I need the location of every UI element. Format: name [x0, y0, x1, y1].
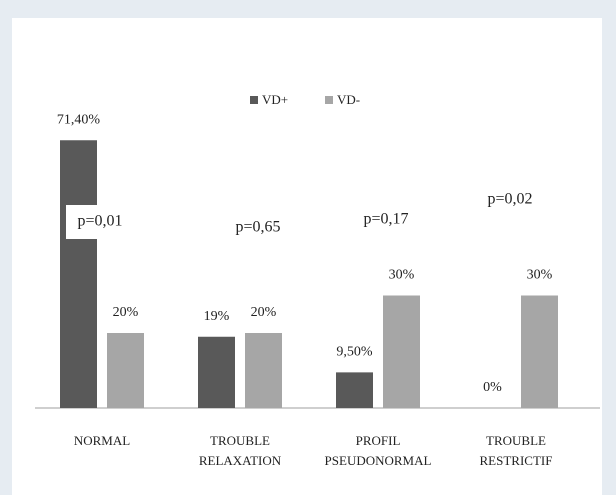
x-tick-label: TROUBLE RESTRICTIF	[480, 433, 553, 468]
bar	[107, 333, 144, 408]
bar	[383, 295, 420, 408]
annotation: p=0,17	[363, 211, 408, 228]
annotation: p=0,01	[77, 213, 122, 230]
value-label: 9,50%	[336, 345, 373, 360]
x-tick-label: TROUBLE RELAXATION	[199, 433, 282, 468]
value-label: 19%	[204, 309, 230, 324]
legend-swatch	[325, 96, 333, 104]
legend-swatch	[250, 96, 258, 104]
value-label: 0%	[483, 380, 502, 395]
value-label: 20%	[251, 305, 277, 320]
legend-label: VD+	[262, 92, 288, 107]
bar	[198, 336, 235, 408]
value-label: 30%	[389, 268, 415, 283]
bar	[60, 140, 97, 408]
x-tick-label: NORMAL	[74, 433, 130, 448]
value-label: 30%	[527, 268, 553, 283]
annotation: p=0,65	[235, 219, 280, 236]
bar	[336, 372, 373, 408]
bar	[245, 333, 282, 408]
annotation-box	[66, 205, 136, 239]
annotation: p=0,02	[487, 191, 532, 208]
x-tick-label: PROFIL PSEUDONORMAL	[325, 433, 432, 468]
plot-panel	[12, 18, 602, 495]
value-label: 20%	[113, 305, 139, 320]
legend-label: VD-	[337, 92, 360, 107]
bar	[521, 295, 558, 408]
value-label: 71,40%	[57, 112, 101, 127]
